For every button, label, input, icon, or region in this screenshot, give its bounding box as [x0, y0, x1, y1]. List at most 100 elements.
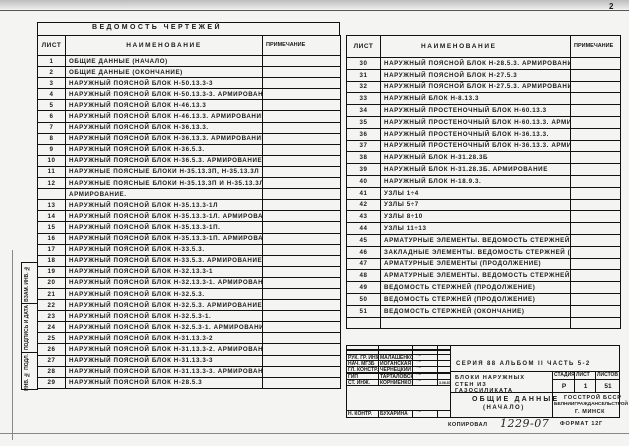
drawing-name: Узлы 1÷4	[380, 186, 571, 200]
blank-stamp-cell	[437, 349, 451, 355]
signature-cell: ~	[412, 378, 438, 386]
note-cell	[570, 151, 621, 165]
staff-role: Ст. инж.	[346, 378, 379, 386]
drawing-name: Наружный поясной блок Н-32.5.3-1. Армиро…	[65, 321, 263, 334]
drawing-name: Наружный поясной блок Н-35.13.3-1п.	[65, 221, 263, 234]
note-cell	[570, 210, 621, 224]
sheet-number: 30	[346, 57, 381, 70]
inv-no-label: Инв. № подл.	[24, 354, 30, 391]
sheet-number: 22	[37, 299, 66, 312]
sheet-number: 49	[346, 281, 381, 294]
table-row: 24 Наружный поясной блок Н-32.5.3-1. Арми…	[37, 321, 341, 334]
note-cell	[262, 77, 341, 90]
drawing-name: Наружный поясной блок Н-46.13.3. Армиров…	[65, 110, 263, 123]
frame-line-left	[12, 250, 13, 440]
drawing-name: Наружный поясной блок Н-32.13.3-1	[65, 265, 263, 278]
drawing-name: Наружный поясной блок Н-32.5.3.	[65, 287, 263, 301]
note-cell	[570, 281, 621, 294]
sheet-number	[346, 316, 381, 330]
table-row: 38 Наружный блок Н-31.28.3б	[346, 151, 621, 165]
sheet-number: 14	[37, 210, 66, 223]
note-cell	[570, 68, 621, 82]
staff-name: Бухарина	[378, 410, 413, 418]
sheet-number: 46	[346, 245, 381, 259]
drawing-name: Арматурные элементы. Ведомость стержней …	[380, 269, 571, 283]
note-cell	[262, 354, 341, 367]
drawing-name: Наружный блок Н-18.9.3.	[380, 174, 571, 188]
col-name: Наименование	[65, 35, 263, 56]
city: г. Минск	[575, 409, 606, 415]
drawing-title: Общие данные	[472, 396, 560, 403]
table-row: 30 Наружный поясной блок Н-28.5.3. Армиро…	[346, 57, 621, 70]
strip-divider	[21, 303, 37, 304]
sheet-number: 15	[37, 221, 66, 234]
drawing-name: Арматурные элементы (продолжение)	[380, 257, 571, 271]
organization-cell	[552, 392, 620, 418]
signature-date-label: Подпись и дата	[24, 305, 30, 351]
sheet-number: 19	[37, 265, 66, 278]
drawing-subtitle: (начало)	[483, 405, 525, 411]
note-cell	[262, 88, 341, 101]
sheet-number: 7	[37, 121, 66, 134]
sheet-number: 21	[37, 287, 66, 301]
table-row: 35 Наружный простеночный блок Н-60.13.3. …	[346, 115, 621, 129]
table-row: 34 Наружный простеночный блок Н-60.13.3	[346, 104, 621, 117]
sheets: 51	[604, 383, 612, 390]
sheet-number: 34	[346, 104, 381, 117]
sheet-number: 29	[37, 376, 66, 389]
drawing-name: Узлы 5÷7	[380, 198, 571, 212]
drawing-name: Общие данные (начало)	[65, 54, 263, 68]
drawing-name: Наружный поясной блок Н-50.13.3-3. Армир…	[65, 88, 263, 101]
handwritten-signature: ~	[416, 354, 422, 359]
blank-stamp-cell	[378, 349, 413, 355]
note-cell	[570, 233, 621, 247]
handwritten-signature: ~	[416, 366, 422, 372]
table-row: 1 Общие данные (начало)	[37, 54, 341, 68]
table-row: 40 Наружный блок Н-18.9.3.	[346, 174, 621, 188]
stage: Р	[561, 383, 567, 390]
drawing-name: Наружный блок Н-31.28.3б	[380, 151, 571, 165]
frame-line-top	[0, 10, 629, 11]
note-cell	[262, 310, 341, 323]
sheet-number: 39	[346, 163, 381, 176]
note-cell	[570, 198, 621, 212]
drawing-name: Наружный поясной блок Н-27.5.3. Армирова…	[380, 80, 571, 94]
table-row: 36 Наружный простеночный блок Н-36.13.3.	[346, 127, 621, 141]
sheet-number: 43	[346, 210, 381, 224]
right-table: Лист Наименование Примечание 30 Наружный …	[346, 35, 621, 330]
table-row: 42 Узлы 5÷7	[346, 198, 621, 212]
handwritten-signature: ~	[416, 360, 422, 366]
note-cell	[262, 66, 341, 79]
table-row: 18 Наружный поясной блок Н-33.5.3. Армиро…	[37, 254, 341, 267]
table-row: 16 Наружный поясной блок Н-35.13.3-1п. Ар…	[37, 232, 341, 245]
note-cell	[262, 177, 341, 190]
sheet-number: 8	[37, 132, 66, 145]
table-row: 46 Закладные элементы. Ведомость стержней…	[346, 245, 621, 259]
staff-role: Н. контр.	[346, 410, 379, 418]
sheet-number: 20	[37, 276, 66, 289]
sheet-number: 36	[346, 127, 381, 141]
drawing-name: Ведомость стержней (продолжение)	[380, 292, 571, 306]
sheet-number: 47	[346, 257, 381, 271]
drawing-name: Наружный блок Н-8.13.3	[380, 92, 571, 106]
table-row: 8 Наружный поясной блок Н-36.13.3. Армиро…	[37, 132, 341, 145]
sheet-number: 45	[346, 233, 381, 247]
note-cell	[262, 165, 341, 179]
drawing-name: Ведомость стержней (окончание)	[380, 304, 571, 318]
blank-stamp-cell	[412, 349, 438, 355]
handwritten-signature: ~	[416, 410, 422, 415]
sheet-number: 3	[37, 77, 66, 90]
table-row: 7 Наружный поясной блок Н-36.13.3.	[37, 121, 341, 134]
drawing-name: Наружные поясные блоки Н-35.13.3п, Н-35.…	[65, 165, 263, 179]
table-row: 39 Наружный блок Н-31.28.3б. Армирование	[346, 163, 621, 176]
sheets-label: Листов	[597, 372, 619, 378]
drawing-name: Наружный поясной блок Н-33.5.3. Армирова…	[65, 254, 263, 267]
replaced-inv-label: Взам. инв. №	[24, 265, 30, 302]
note-cell	[570, 257, 621, 271]
sheet-number: 11	[37, 165, 66, 179]
stage-value: Р	[552, 379, 575, 393]
note-cell	[570, 104, 621, 117]
sheet-number: 26	[37, 343, 66, 356]
note-cell	[570, 222, 621, 235]
note-cell	[262, 232, 341, 245]
